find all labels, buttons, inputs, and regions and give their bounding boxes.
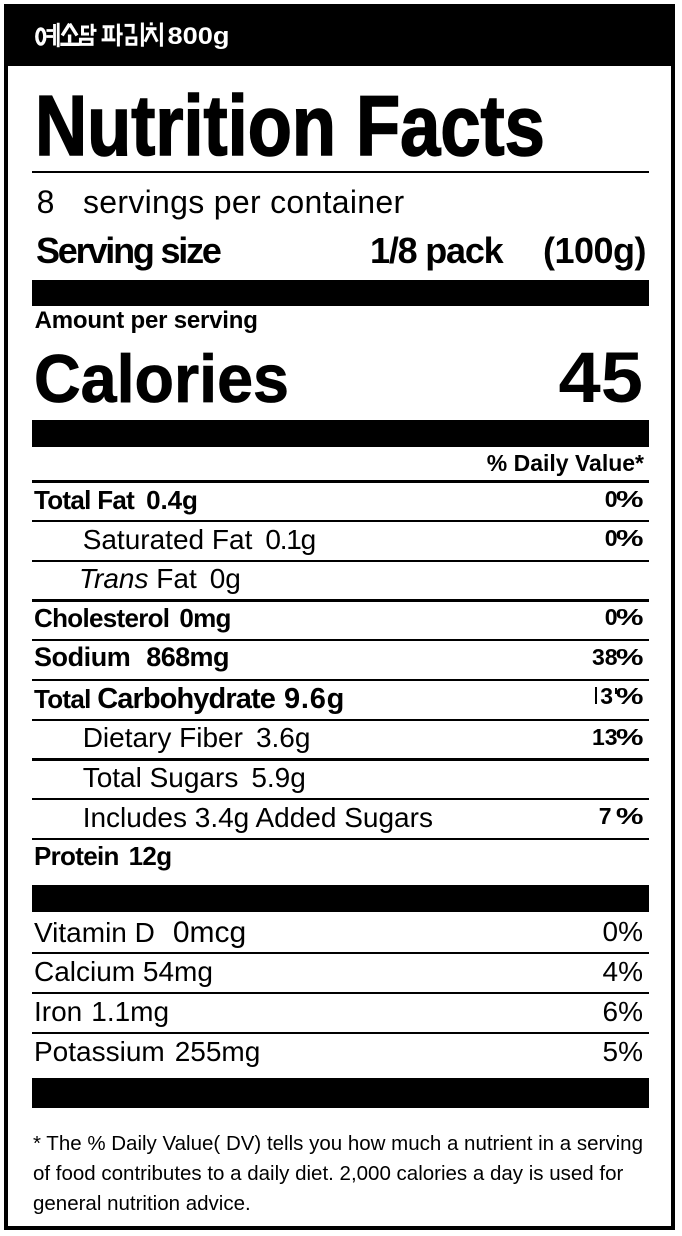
svg-text:800g: 800g — [168, 23, 230, 50]
